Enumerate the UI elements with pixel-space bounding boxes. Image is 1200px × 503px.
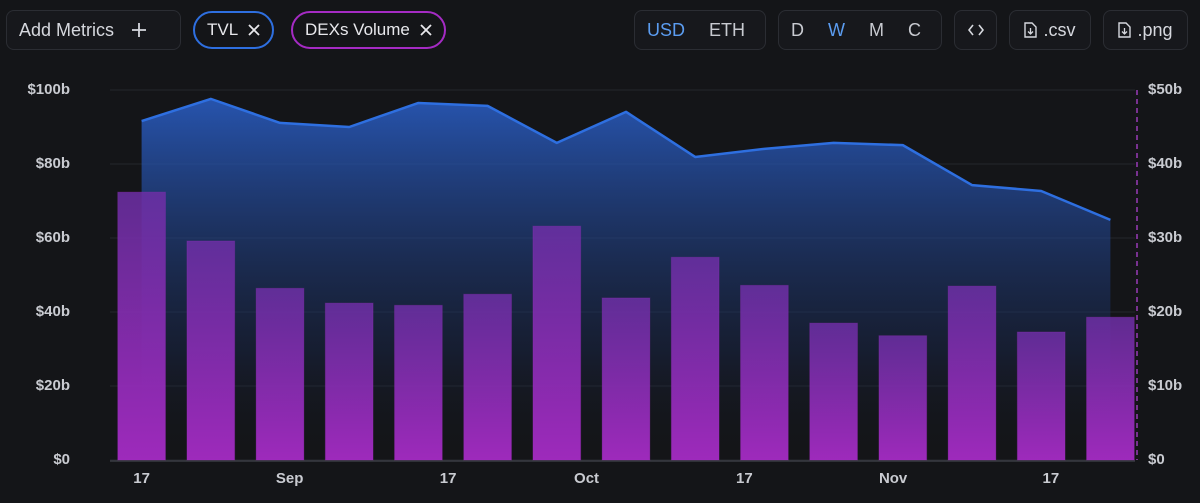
csv-button[interactable]: .csv [1009, 10, 1091, 50]
file-icon [1118, 22, 1132, 38]
bar [1016, 331, 1066, 461]
code-icon [967, 24, 984, 36]
y-tick-label: $100b [27, 81, 70, 98]
metric-chip[interactable]: TVL [193, 11, 275, 49]
area [141, 98, 1111, 460]
y2-tick-label: $40b [1148, 155, 1182, 172]
bar [532, 225, 582, 461]
toggle-option[interactable]: ETH [709, 19, 746, 40]
x-tick-label: 17 [133, 470, 150, 487]
x-tick-label: 17 [1043, 470, 1060, 487]
currency-toggle: USD ETH [634, 10, 766, 50]
csv-label: .csv [1043, 19, 1076, 40]
toggle-option[interactable]: M [869, 19, 884, 40]
bar [324, 302, 374, 461]
y-tick-label: $80b [36, 155, 70, 172]
plus-icon [132, 23, 147, 37]
x-tick-label: Oct [574, 470, 599, 487]
bar [394, 304, 443, 461]
chip-label: TVL [207, 20, 239, 39]
y2-tick-label: $50b [1148, 81, 1182, 98]
add-metrics-button[interactable]: Add Metrics [6, 10, 181, 50]
bar [186, 240, 236, 461]
bar [740, 284, 789, 461]
png-button[interactable]: .png [1103, 10, 1188, 50]
toggle-option[interactable]: C [908, 19, 921, 40]
y-tick-label: $0 [53, 451, 70, 468]
bar [463, 293, 512, 461]
y2-tick-label: $20b [1148, 303, 1182, 320]
close-icon[interactable] [420, 24, 432, 36]
line [141, 97, 1111, 222]
y-tick-label: $40b [36, 303, 70, 320]
y2-tick-label: $30b [1148, 229, 1182, 246]
bar [947, 285, 997, 461]
toggle-option[interactable]: USD [647, 19, 686, 40]
bar [670, 256, 720, 461]
x-tick-label: Sep [276, 470, 304, 487]
y-tick-label: $60b [36, 229, 70, 246]
y2-tick-label: $10b [1148, 377, 1182, 394]
bar [809, 322, 858, 461]
bar [1086, 316, 1135, 461]
y-tick-label: $20b [36, 377, 70, 394]
toggle-option[interactable]: D [791, 19, 804, 40]
bar [117, 191, 166, 461]
bar [255, 287, 305, 461]
bar [601, 297, 651, 461]
y2-tick-label: $0 [1148, 451, 1165, 468]
add-metrics-label: Add Metrics [19, 19, 115, 40]
bar [878, 335, 928, 461]
chip-label: DEXs Volume [305, 20, 410, 39]
x-tick-label: 17 [440, 470, 457, 487]
embed-button[interactable] [954, 10, 997, 50]
toggle-option[interactable]: W [828, 19, 845, 40]
file-icon [1024, 22, 1038, 38]
metric-chip[interactable]: DEXs Volume [291, 11, 446, 49]
x-tick-label: Nov [879, 470, 908, 487]
png-label: .png [1137, 19, 1173, 40]
close-icon[interactable] [248, 24, 260, 36]
x-tick-label: 17 [736, 470, 753, 487]
